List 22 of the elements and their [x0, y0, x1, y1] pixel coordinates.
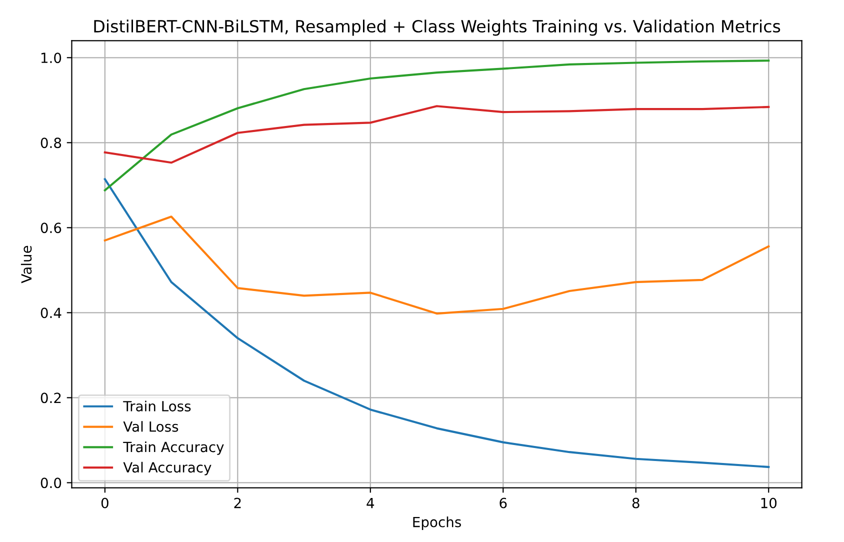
chart-title: DistilBERT-CNN-BiLSTM, Resampled + Class Weights Training vs. Validation Metrics: [94, 20, 780, 36]
x-axis-title: Epochs: [413, 516, 461, 530]
line-series: [104, 60, 770, 192]
x-tick-label: 6: [500, 498, 507, 508]
x-tick-label: 8: [632, 498, 640, 508]
x-tick-label: 0: [101, 498, 108, 508]
legend-label: Train Loss: [123, 400, 191, 412]
y-tick-label: 0.4: [40, 308, 62, 318]
y-tick-label: 0.8: [40, 138, 62, 148]
legend-label: Val Loss: [123, 421, 178, 432]
y-tick-label: 0.2: [40, 392, 61, 404]
y-tick-label: 0.6: [40, 222, 62, 234]
y-tick-label: 1.0: [41, 52, 62, 64]
legend-label: Val Accuracy: [123, 462, 212, 476]
y-tick-label: 0.0: [40, 478, 62, 488]
line-series: [104, 216, 770, 315]
line-series: [104, 105, 770, 164]
y-axis-title: Value: [20, 246, 32, 284]
x-tick-label: 2: [234, 498, 241, 508]
legend-label: Train Accuracy: [123, 441, 224, 455]
x-tick-label: 10: [761, 498, 777, 508]
x-tick-label: 4: [366, 498, 374, 508]
